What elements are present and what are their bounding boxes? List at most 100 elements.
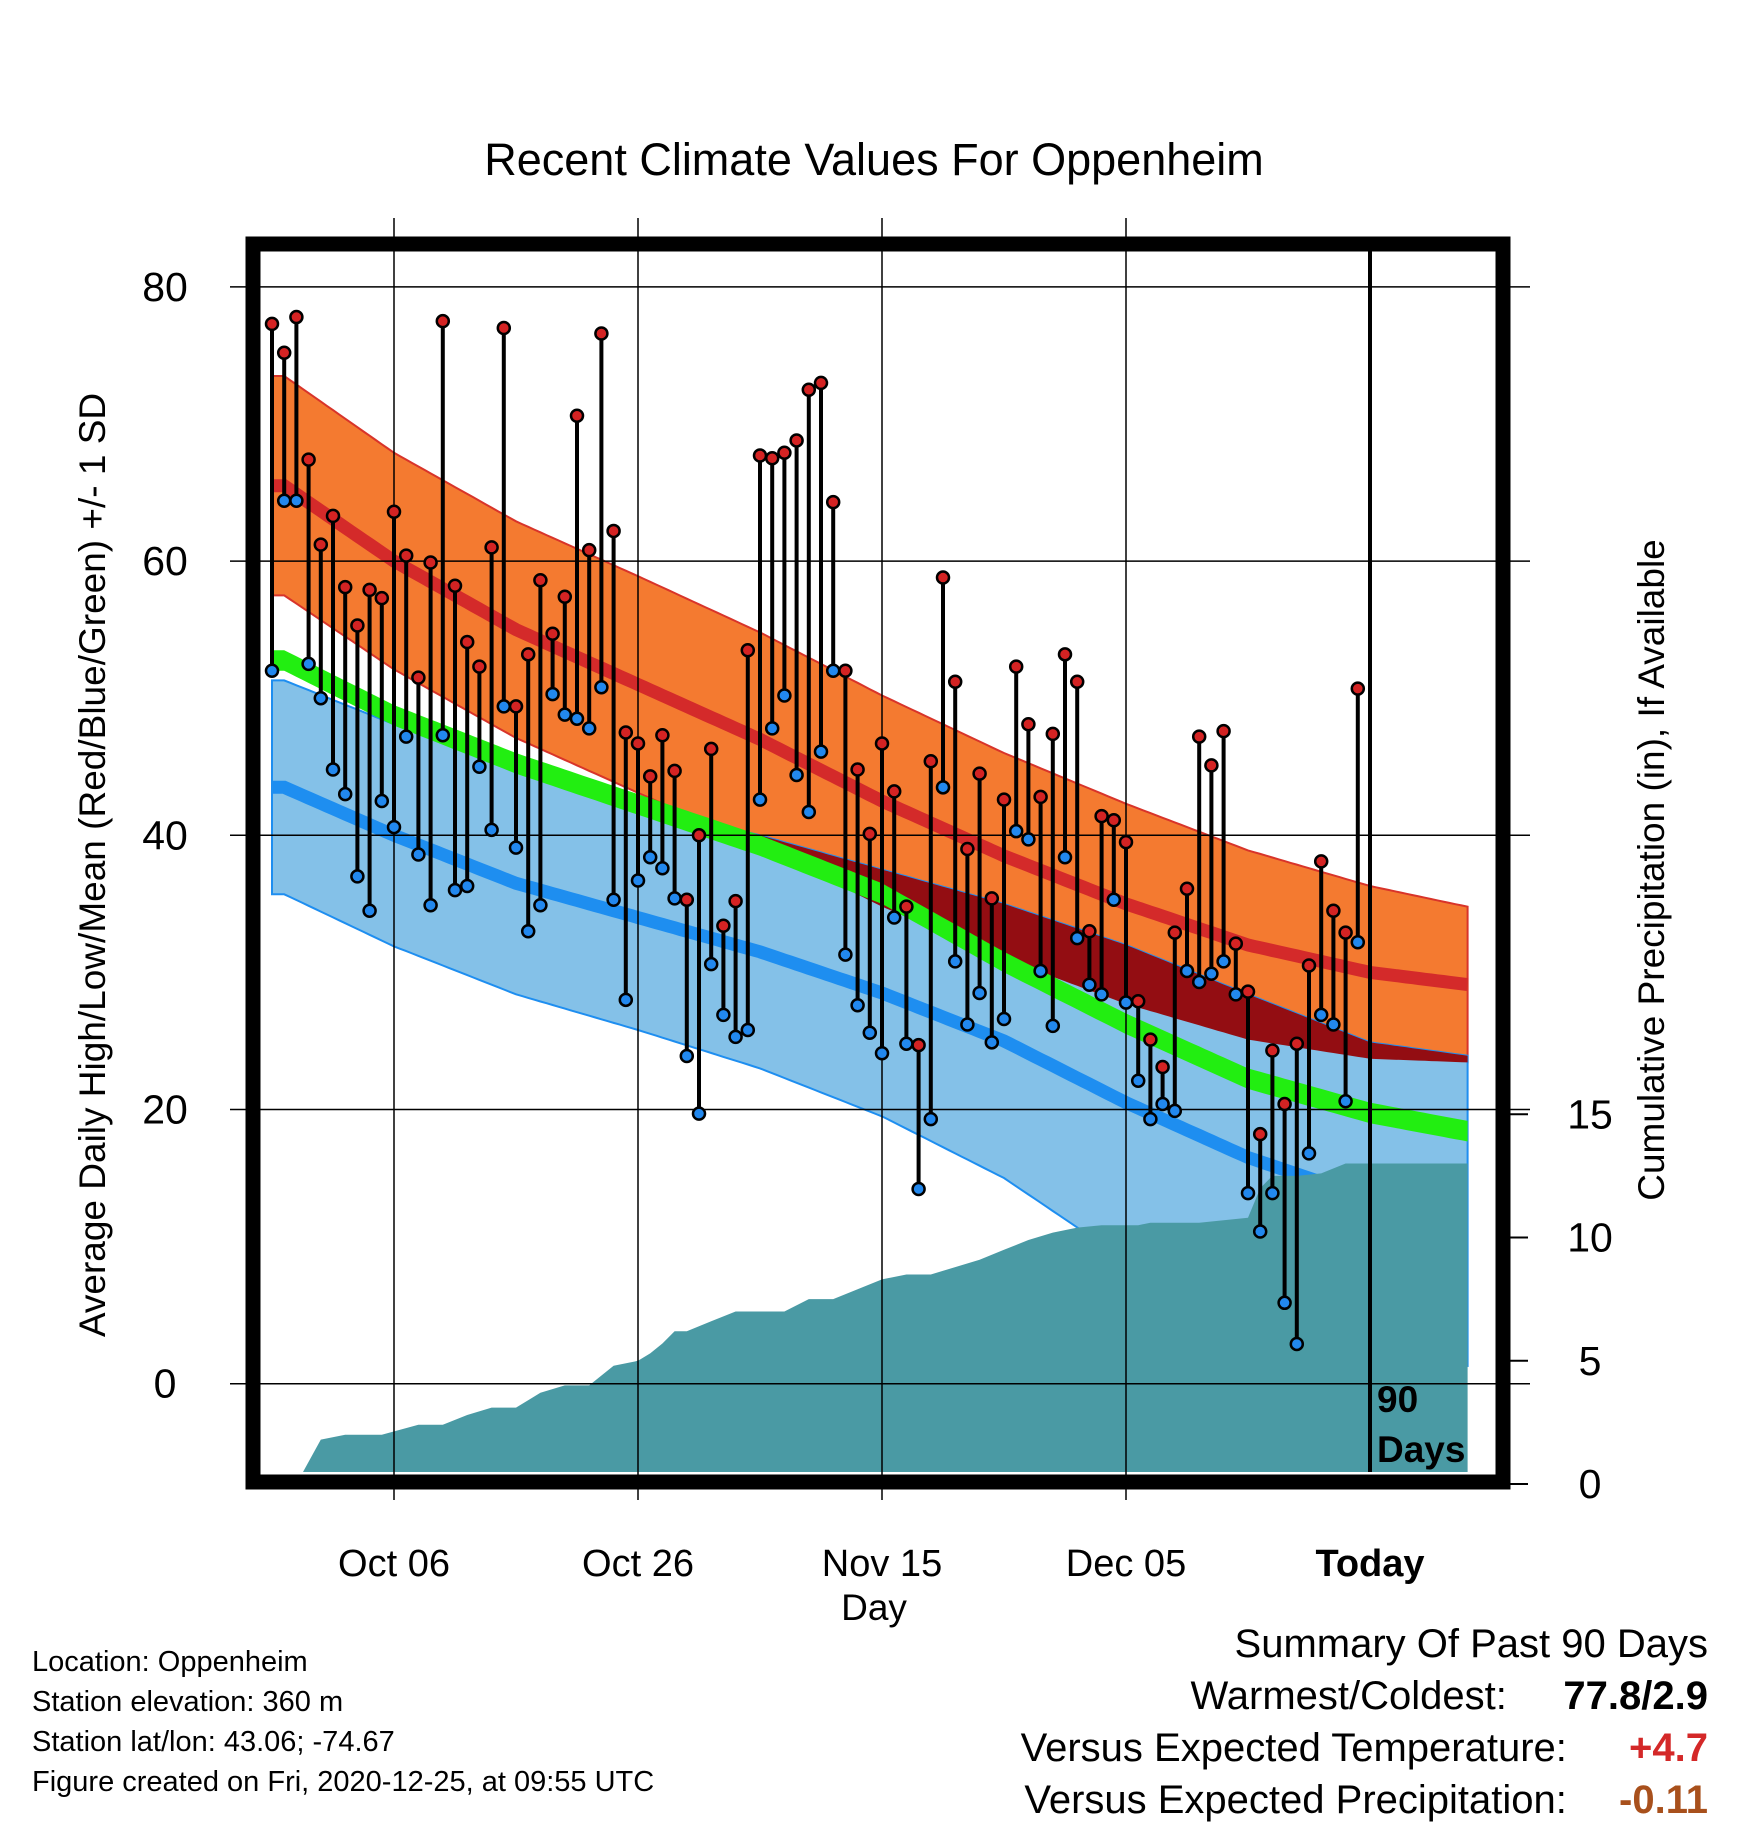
low-temp-point: [838, 947, 853, 962]
y2-axis-label: Cumulative Precipitation (in), If Availa…: [1631, 539, 1672, 1201]
low-temp-point: [1143, 1111, 1158, 1127]
low-temp-point: [569, 711, 585, 727]
high-temp-point: [362, 582, 377, 598]
high-temp-point: [703, 741, 719, 757]
high-temp-point: [764, 451, 780, 466]
low-temp-point: [411, 847, 426, 862]
high-temp-point: [960, 841, 975, 857]
high-temp-point: [1301, 958, 1317, 973]
high-temp-point: [398, 548, 414, 563]
low-temp-point: [777, 688, 792, 703]
high-temp-point: [1228, 936, 1244, 951]
y2-tick-label: 15: [1567, 1091, 1613, 1137]
low-temp-point: [1338, 1094, 1353, 1109]
high-temp-point: [411, 670, 426, 685]
high-temp-point: [594, 326, 609, 341]
high-temp-point: [337, 579, 353, 595]
high-temp-point: [350, 618, 365, 633]
low-temp-point: [935, 780, 951, 795]
low-temp-point: [496, 699, 512, 714]
high-temp-point: [1033, 789, 1048, 805]
high-temp-point: [801, 382, 817, 397]
temp-value: +4.7: [1629, 1726, 1708, 1770]
high-temp-point: [716, 918, 731, 934]
low-temp-point: [801, 804, 817, 820]
low-temp-point: [520, 924, 536, 939]
high-temp-point: [496, 320, 512, 336]
low-temp-point: [1326, 1017, 1341, 1032]
low-temp-point: [911, 1181, 926, 1197]
low-temp-point: [679, 1048, 695, 1064]
low-temp-point: [923, 1111, 939, 1127]
daily-observations: [264, 309, 1366, 1352]
high-temp-point: [1045, 726, 1061, 742]
high-temp-point: [825, 494, 841, 510]
low-temp-point: [581, 721, 597, 736]
high-temp-point: [691, 828, 707, 843]
low-temp-point: [716, 1007, 731, 1023]
low-temp-point: [1240, 1185, 1256, 1201]
warm-cold-label: Warmest/Coldest:: [1190, 1674, 1507, 1718]
high-temp-point: [1191, 729, 1207, 744]
y-tick-label: 20: [142, 1087, 188, 1133]
summary-heading: Summary Of Past 90 Days: [1234, 1622, 1708, 1666]
low-temp-point: [1045, 1018, 1061, 1034]
y2-tick-label: 5: [1579, 1338, 1602, 1384]
summary-precip: Versus Expected Precipitation: -0.11: [1024, 1778, 1708, 1823]
low-temp-point: [984, 1035, 1000, 1050]
high-temp-point: [520, 647, 536, 662]
low-temp-point: [1179, 963, 1195, 979]
high-temp-point: [447, 578, 463, 594]
low-temp-point: [1313, 1007, 1329, 1023]
temp-label: Versus Expected Temperature:: [1020, 1726, 1567, 1770]
low-temp-point: [337, 786, 353, 802]
high-temp-point: [667, 763, 682, 779]
high-temp-point: [899, 899, 914, 914]
low-temp-point: [362, 903, 377, 918]
high-temp-point: [984, 891, 1000, 906]
plot-border: [245, 236, 1511, 1490]
high-temp-point: [313, 537, 329, 552]
high-temp-point: [777, 445, 792, 461]
low-temp-point: [1155, 1096, 1170, 1112]
high-temp-point: [435, 313, 451, 329]
low-temp-point: [655, 860, 670, 876]
high-temp-point: [679, 892, 695, 907]
today-days-label-2: Days: [1377, 1429, 1465, 1470]
low-temp-point: [1301, 1146, 1317, 1161]
high-temp-point: [569, 408, 585, 424]
x-tick-label: Dec 05: [1066, 1543, 1186, 1585]
high-temp-point: [1057, 647, 1073, 662]
high-temp-point: [972, 766, 987, 781]
low-temp-point: [606, 892, 621, 907]
x-tick-label: Today: [1315, 1543, 1424, 1585]
elevation-text: Station elevation: 360 m: [32, 1686, 344, 1718]
low-temp-point: [1057, 849, 1073, 865]
low-temp-point: [728, 1029, 743, 1045]
high-temp-point: [301, 452, 316, 467]
x-axis-label: Day: [841, 1587, 907, 1628]
low-temp-point: [752, 792, 768, 807]
high-temp-point: [545, 626, 560, 642]
low-temp-point: [850, 998, 865, 1013]
high-temp-point: [1216, 723, 1231, 739]
high-temp-point: [508, 699, 524, 714]
low-temp-point: [996, 1011, 1012, 1027]
low-temp-point: [813, 744, 829, 759]
high-temp-point: [386, 504, 402, 519]
low-temp-point: [545, 686, 560, 702]
high-temp-point: [1350, 681, 1366, 696]
low-temp-point: [667, 891, 682, 906]
low-temp-point: [276, 493, 292, 509]
location-text: Location: Oppenheim: [32, 1646, 308, 1678]
high-temp-point: [996, 792, 1012, 807]
low-temp-point: [313, 690, 329, 706]
low-temp-point: [557, 707, 573, 722]
low-temp-point: [350, 869, 365, 884]
low-temp-point: [1277, 1295, 1292, 1311]
low-temp-point: [1204, 966, 1219, 982]
today-days-label-1: 90: [1377, 1379, 1418, 1420]
low-temp-point: [1191, 974, 1207, 990]
high-temp-point: [1277, 1096, 1292, 1112]
